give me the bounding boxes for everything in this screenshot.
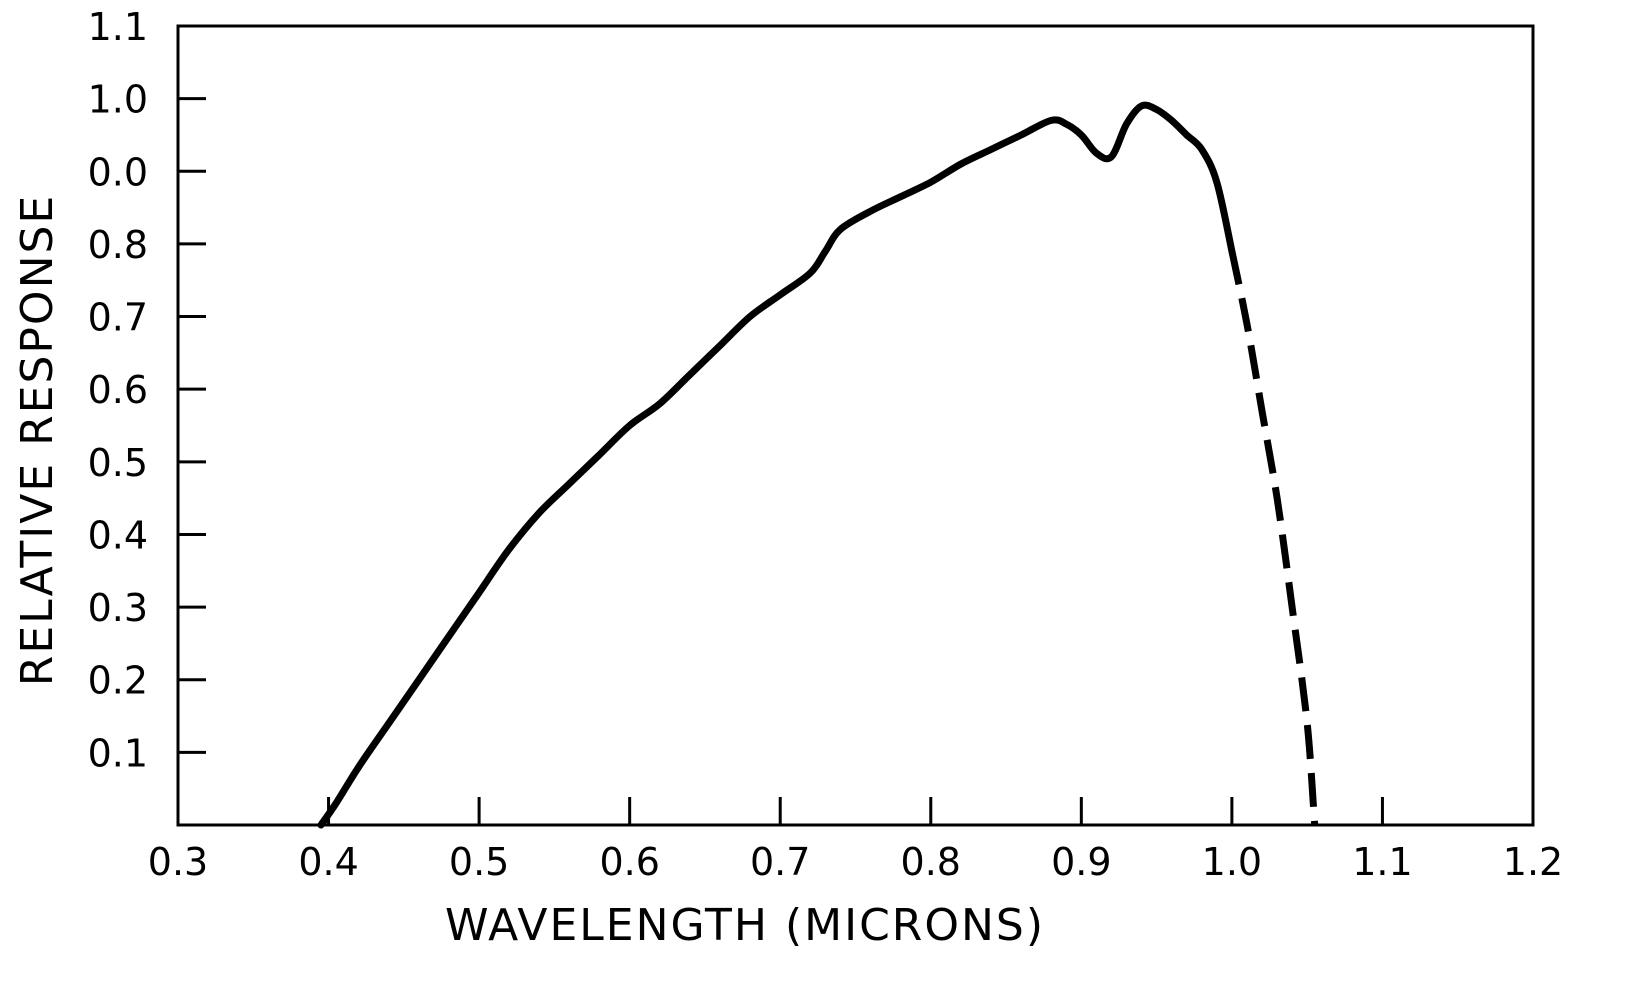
x-tick-label: 1.0 [1202, 840, 1262, 884]
y-tick-label: 0.8 [88, 223, 148, 267]
y-tick-label: 0.0 [88, 150, 148, 194]
y-axis-title: RELATIVE RESPONSE [12, 194, 63, 686]
plot-frame [176, 24, 1535, 827]
response-curve-dashed-extrapolation [1228, 250, 1319, 826]
y-tick-label: 0.2 [88, 659, 148, 703]
y-tick-label: 0.1 [88, 731, 148, 775]
response-curve-solid [317, 101, 1236, 829]
x-tick-label: 0.3 [148, 840, 208, 884]
x-tick-label: 0.8 [901, 840, 961, 884]
y-tick-label: 1.0 [88, 78, 148, 122]
y-axis-ticks: 0.1 0.2 0.3 0.4 0.5 0.6 0.7 0.8 0.0 1.0 1.1 [88, 5, 206, 775]
x-tick-label: 0.6 [599, 840, 659, 884]
x-tick-label: 0.7 [750, 840, 810, 884]
x-axis-title: WAVELENGTH (MICRONS) [445, 900, 1045, 951]
y-tick-label: 0.7 [88, 296, 148, 340]
x-axis-ticks: 0.3 0.4 0.5 0.6 0.7 0.8 0.9 1.0 1.1 1.2 [148, 797, 1563, 884]
y-tick-label: 0.3 [88, 586, 148, 630]
x-tick-label: 1.1 [1352, 840, 1412, 884]
series-layer [317, 101, 1319, 829]
x-tick-label: 0.4 [298, 840, 358, 884]
y-tick-label: 0.5 [88, 441, 148, 485]
y-tick-label: 0.6 [88, 368, 148, 412]
x-tick-label: 0.9 [1051, 840, 1111, 884]
y-tick-label: 1.1 [88, 5, 148, 49]
x-tick-label: 1.2 [1503, 840, 1563, 884]
y-tick-label: 0.4 [88, 513, 148, 557]
x-tick-label: 0.5 [449, 840, 509, 884]
